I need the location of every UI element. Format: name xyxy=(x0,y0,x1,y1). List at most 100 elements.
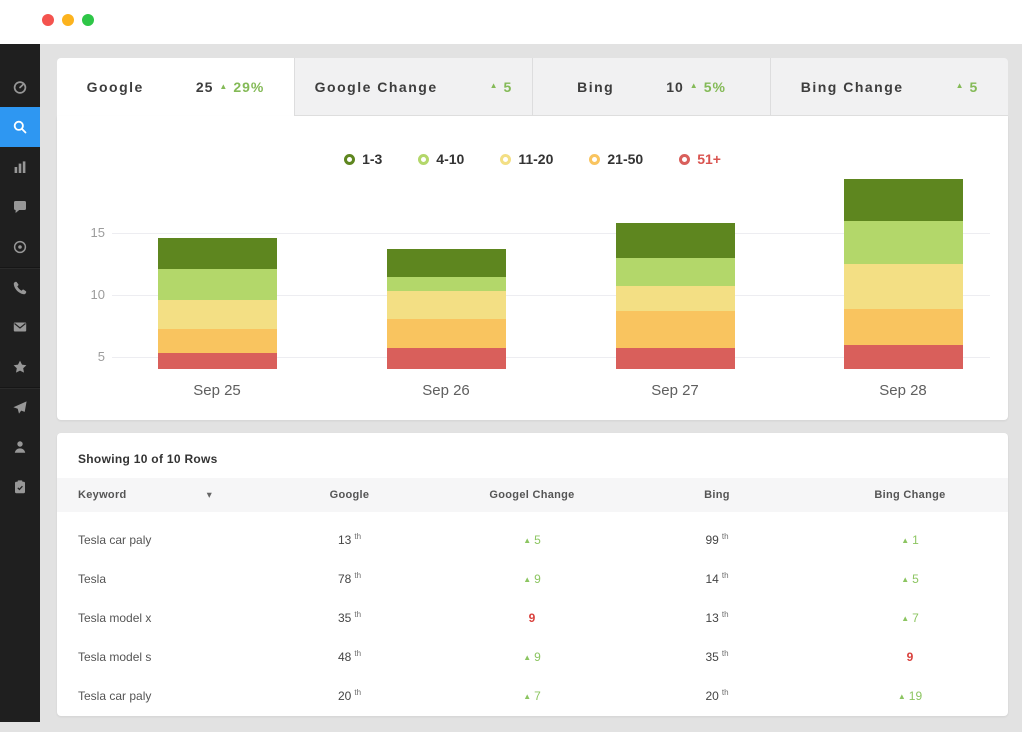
keyword-cell: Tesla model s xyxy=(78,649,152,664)
bar-segment-sep-25-1-3 xyxy=(157,237,277,269)
up-arrow-icon: ▲ xyxy=(489,81,498,90)
legend-item-1-3[interactable]: 1-3 xyxy=(344,151,382,167)
column-header-bing[interactable]: Bing xyxy=(704,489,730,501)
zoom-window-button[interactable] xyxy=(82,14,94,26)
change-cell: ▲ 7 xyxy=(812,611,1008,625)
bar-segment-sep-27-11-20 xyxy=(615,285,735,311)
change-up-value: ▲ 5 xyxy=(523,532,541,547)
tab-values: 25 ▲ 29% xyxy=(196,79,265,95)
tab-label: Bing xyxy=(577,78,615,95)
tab-metric-value: 25 xyxy=(195,79,214,95)
rank-suffix: th xyxy=(354,609,362,619)
tab-label: Google xyxy=(86,79,144,95)
rank-suffix: th xyxy=(354,648,362,658)
rank-value: 14 xyxy=(705,571,719,586)
sidebar-item-star[interactable] xyxy=(0,347,40,387)
bar-segment-sep-28-4-10 xyxy=(843,221,963,264)
bar-segment-sep-26-21-50 xyxy=(386,319,506,348)
y-axis-tick-label: 5 xyxy=(97,348,105,364)
bar-segment-sep-28-51plus xyxy=(843,345,963,369)
bar-segment-sep-26-4-10 xyxy=(386,277,506,291)
column-header-googel-change[interactable]: Googel Change xyxy=(489,489,575,501)
chart-legend: 1-3 4-10 11-20 21-50 51+ xyxy=(57,148,1008,170)
comment-icon xyxy=(12,199,28,215)
legend-item-4-10[interactable]: 4-10 xyxy=(418,151,464,167)
tab-google-change[interactable]: Google Change ▲ 5 xyxy=(294,58,532,116)
bar-chart-icon xyxy=(12,159,28,175)
column-header-keyword[interactable]: Keyword ▾ xyxy=(78,489,212,501)
tab-bing-change[interactable]: Bing Change ▲ 5 xyxy=(770,58,1008,116)
change-cell: ▲ 9 xyxy=(442,650,622,664)
sidebar-item-mail[interactable] xyxy=(0,307,40,347)
legend-ring-icon xyxy=(589,153,601,165)
sidebar-item-comment[interactable] xyxy=(0,187,40,227)
change-cell: ▲ 5 xyxy=(442,533,622,547)
up-arrow-icon: ▲ xyxy=(901,613,910,623)
sidebar-item-bar-chart[interactable] xyxy=(0,147,40,187)
keyword-cell: Tesla model x xyxy=(78,610,152,625)
column-header-bing-change[interactable]: Bing Change xyxy=(874,489,946,501)
bar-segment-sep-27-1-3 xyxy=(615,223,735,259)
legend-item-11-20[interactable]: 11-20 xyxy=(500,151,553,167)
tab-delta-value: 5 xyxy=(503,78,513,95)
legend-item-21-50[interactable]: 21-50 xyxy=(589,151,643,167)
change-cell: 9 xyxy=(812,650,1008,664)
sidebar xyxy=(0,44,40,722)
table-header-row: Keyword ▾ Google Googel Change Bing Bing Chan… xyxy=(57,478,1008,512)
x-axis-category-label: Sep 25 xyxy=(193,382,241,399)
main-area: Google 25 ▲ 29% Google Change ▲ 5 Bing 10 ▲ 5% Bing… xyxy=(40,44,1022,732)
tab-google[interactable]: Google 25 ▲ 29% xyxy=(57,58,294,116)
change-down-value: 9 xyxy=(528,610,536,625)
minimize-window-button[interactable] xyxy=(62,14,74,26)
tab-label: Google Change xyxy=(314,78,438,95)
rank-suffix: th xyxy=(354,531,362,541)
tab-delta-value: 29% xyxy=(233,79,265,95)
tab-values: ▲ 5 xyxy=(490,79,513,95)
rank-suffix: th xyxy=(721,570,729,580)
sidebar-item-user[interactable] xyxy=(0,427,40,467)
sidebar-spacer xyxy=(0,44,40,67)
up-arrow-icon: ▲ xyxy=(897,691,906,701)
legend-label: 11-20 xyxy=(518,151,554,167)
sidebar-item-dashboard[interactable] xyxy=(0,67,40,107)
sidebar-item-target[interactable] xyxy=(0,227,40,267)
sidebar-item-paper-plane[interactable] xyxy=(0,387,40,427)
search-icon xyxy=(12,119,28,135)
tab-bing[interactable]: Bing 10 ▲ 5% xyxy=(532,58,770,116)
sidebar-item-search[interactable] xyxy=(0,107,40,147)
keyword-cell: Tesla car paly xyxy=(78,532,152,547)
metric-tabs: Google 25 ▲ 29% Google Change ▲ 5 Bing 10 ▲ 5% Bing… xyxy=(57,58,1008,116)
column-header-google[interactable]: Google xyxy=(329,489,370,501)
sidebar-item-clipboard[interactable] xyxy=(0,467,40,507)
gridline xyxy=(112,356,990,358)
change-cell: ▲ 19 xyxy=(812,689,1008,703)
legend-item-51plus[interactable]: 51+ xyxy=(679,151,721,167)
legend-ring-icon xyxy=(679,153,691,165)
change-down-value: 9 xyxy=(906,649,914,664)
tab-delta-value: 5 xyxy=(969,78,979,95)
rank-value: 13 xyxy=(705,610,719,625)
rank-value: 35 xyxy=(337,610,352,625)
sort-caret-icon: ▾ xyxy=(207,489,212,500)
change-cell: ▲ 9 xyxy=(442,572,622,586)
rank-suffix: th xyxy=(721,531,729,541)
table-row-count-summary: Showing 10 of 10 Rows xyxy=(78,452,218,466)
sidebar-item-phone[interactable] xyxy=(0,267,40,307)
bar-segment-sep-26-51plus xyxy=(386,347,506,369)
rank-value: 20 xyxy=(337,688,352,703)
change-up-value: ▲ 1 xyxy=(901,532,919,547)
close-window-button[interactable] xyxy=(42,14,54,26)
tab-values: 10 ▲ 5% xyxy=(666,79,726,95)
